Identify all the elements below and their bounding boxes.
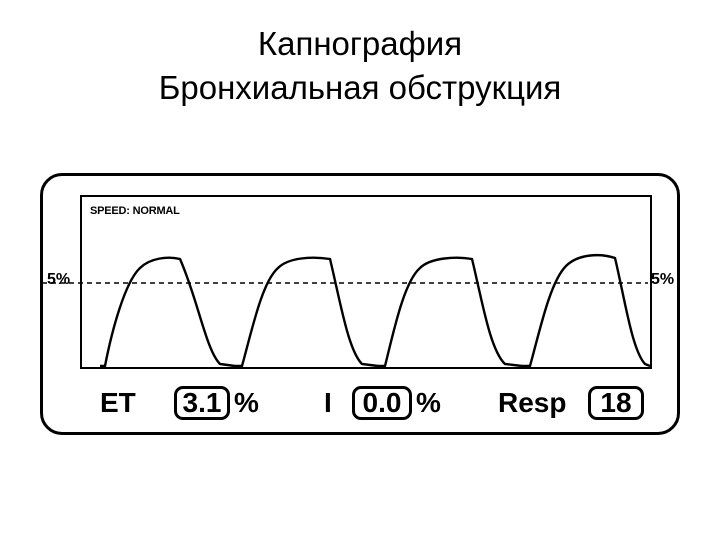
speed-label: SPEED: NORMAL [90,205,180,217]
waveform-breath-1 [100,256,236,368]
waveform-breath-2 [235,256,379,368]
capnograph-monitor-frame [40,173,680,435]
slide-title: Капнография Бронхиальная обструкция [0,22,720,110]
i-value: 0.0 [362,387,402,418]
i-value-box: 0.0 [352,386,412,420]
i-unit: % [416,387,441,418]
et-value-box: 3.1 [174,386,230,420]
threshold-label-left: 5% [47,271,71,288]
et-value: 3.1 [182,387,222,418]
threshold-label-right: 5% [651,271,675,288]
resp-value: 18 [600,387,632,418]
et-label: ET [100,387,136,418]
et-unit: % [234,387,259,418]
waveform-breath-3 [378,256,523,368]
resp-label: Resp [498,387,567,418]
i-label: I [324,387,332,418]
waveform-screen [80,195,652,369]
resp-value-box: 18 [588,386,644,420]
waveform-breath-4 [522,253,651,368]
title-line-2: Бронхиальная обструкция [158,69,562,106]
title-line-1: Капнография [257,25,463,62]
